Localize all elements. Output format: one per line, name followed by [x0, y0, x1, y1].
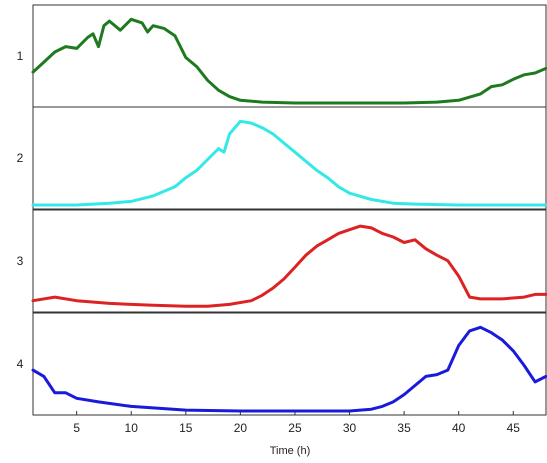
x-tick-label: 20 [234, 421, 248, 435]
panel-label: 3 [17, 254, 24, 268]
x-tick-label: 10 [125, 421, 139, 435]
panel-frame [32, 312, 547, 416]
panel-label: 4 [17, 357, 24, 371]
x-tick-label: 15 [179, 421, 193, 435]
x-tick-label: 40 [452, 421, 466, 435]
x-tick-label: 5 [73, 421, 80, 435]
panel-1: 1 [17, 4, 547, 108]
panel-2: 2 [17, 106, 547, 210]
x-axis-title: Time (h) [270, 445, 311, 457]
panel-frame [32, 209, 547, 313]
series-line-3 [31, 224, 547, 308]
x-tick-label: 25 [288, 421, 302, 435]
panel-4: 4 [17, 312, 547, 416]
x-axis: 5 10 15 20 25 30 35 40 45 [73, 411, 520, 435]
x-tick-label: 35 [397, 421, 411, 435]
panel-frame [32, 106, 547, 210]
panel-3: 3 [17, 209, 547, 313]
series-line-4 [31, 325, 547, 413]
panel-label: 2 [17, 151, 24, 165]
series-line-2 [31, 119, 547, 207]
panel-label: 1 [17, 49, 24, 63]
chart-panels: 1 2 3 4 [17, 4, 547, 416]
x-tick-label: 45 [507, 421, 521, 435]
x-tick-label: 30 [343, 421, 357, 435]
series-line-1 [31, 17, 547, 105]
